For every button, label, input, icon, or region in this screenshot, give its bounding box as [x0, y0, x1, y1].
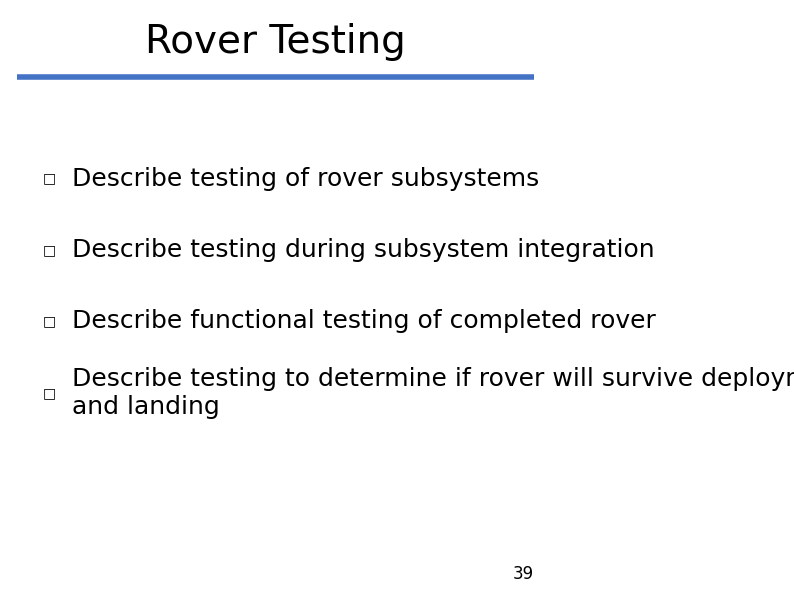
- Text: □: □: [43, 243, 56, 257]
- Text: Rover Testing: Rover Testing: [145, 23, 406, 61]
- Text: □: □: [43, 386, 56, 400]
- Text: 39: 39: [513, 565, 534, 583]
- Text: Describe functional testing of completed rover: Describe functional testing of completed…: [71, 309, 656, 333]
- Text: □: □: [43, 171, 56, 186]
- Text: Describe testing during subsystem integration: Describe testing during subsystem integr…: [71, 238, 654, 262]
- Text: Describe testing to determine if rover will survive deployment
and landing: Describe testing to determine if rover w…: [71, 367, 794, 419]
- Text: □: □: [43, 314, 56, 328]
- Text: Describe testing of rover subsystems: Describe testing of rover subsystems: [71, 167, 539, 190]
